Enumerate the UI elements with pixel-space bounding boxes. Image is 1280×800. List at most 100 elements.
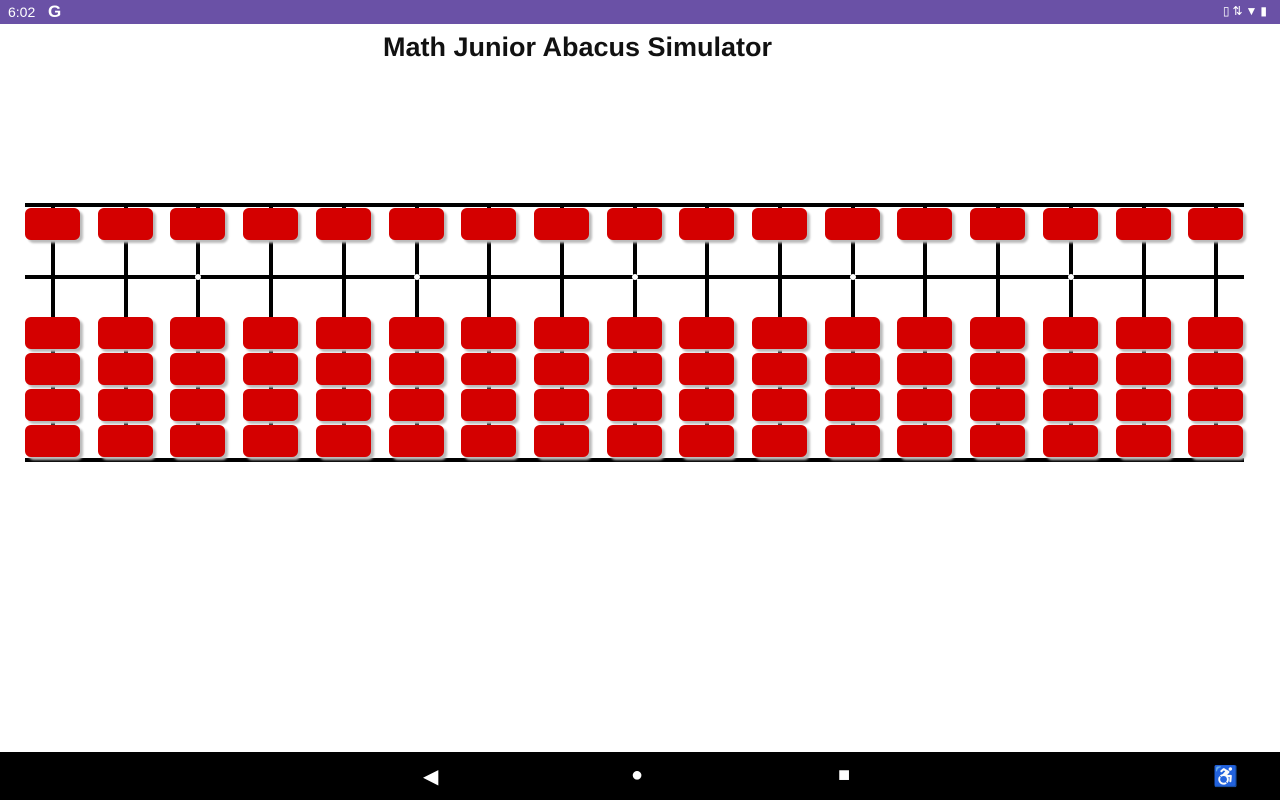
lower-bead[interactable] xyxy=(679,353,735,385)
lower-bead[interactable] xyxy=(1188,353,1244,385)
lower-bead[interactable] xyxy=(25,353,80,385)
upper-bead[interactable] xyxy=(1188,208,1244,240)
lower-bead[interactable] xyxy=(679,425,735,457)
marker-dot xyxy=(413,274,420,280)
lower-bead[interactable] xyxy=(388,353,444,385)
lower-bead[interactable] xyxy=(1188,317,1244,349)
upper-bead[interactable] xyxy=(824,208,880,240)
upper-bead[interactable] xyxy=(461,208,517,240)
upper-bead[interactable] xyxy=(1115,208,1171,240)
upper-bead[interactable] xyxy=(388,208,444,240)
upper-bead[interactable] xyxy=(170,208,226,240)
status-bar: 6:02 G ▯⇅▼▮ xyxy=(0,0,1280,24)
lower-bead[interactable] xyxy=(606,389,662,421)
lower-bead[interactable] xyxy=(970,425,1026,457)
lower-bead[interactable] xyxy=(388,389,444,421)
upper-bead[interactable] xyxy=(315,208,371,240)
recents-button[interactable]: ■ xyxy=(838,764,851,786)
lower-bead[interactable] xyxy=(388,317,444,349)
home-button[interactable]: ● xyxy=(631,764,644,786)
lower-bead[interactable] xyxy=(970,353,1026,385)
lower-bead[interactable] xyxy=(752,353,807,385)
lower-bead[interactable] xyxy=(1042,389,1098,421)
battery-icon: ▮ xyxy=(1260,4,1270,18)
lower-bead[interactable] xyxy=(170,317,226,349)
upper-bead[interactable] xyxy=(533,208,589,240)
upper-bead[interactable] xyxy=(897,208,953,240)
status-icons: ▯⇅▼▮ xyxy=(1223,4,1270,18)
lower-bead[interactable] xyxy=(970,317,1026,349)
lower-bead[interactable] xyxy=(1115,353,1171,385)
accessibility-button[interactable]: ♿ xyxy=(1213,766,1238,788)
lower-bead[interactable] xyxy=(1115,425,1171,457)
lower-bead[interactable] xyxy=(1188,425,1244,457)
upper-bead[interactable] xyxy=(970,208,1026,240)
lower-bead[interactable] xyxy=(315,389,371,421)
lower-bead[interactable] xyxy=(97,425,153,457)
lower-bead[interactable] xyxy=(679,317,735,349)
upper-bead[interactable] xyxy=(1042,208,1098,240)
lower-bead[interactable] xyxy=(388,425,444,457)
lower-bead[interactable] xyxy=(97,353,153,385)
lower-bead[interactable] xyxy=(461,389,517,421)
vibrate-icon: ▯ xyxy=(1222,4,1233,18)
lower-bead[interactable] xyxy=(824,389,880,421)
lower-bead[interactable] xyxy=(170,389,226,421)
lower-bead[interactable] xyxy=(533,353,589,385)
lower-bead[interactable] xyxy=(97,389,153,421)
lower-bead[interactable] xyxy=(824,317,880,349)
upper-bead[interactable] xyxy=(752,208,807,240)
lower-bead[interactable] xyxy=(606,353,662,385)
lower-bead[interactable] xyxy=(897,425,953,457)
lower-bead[interactable] xyxy=(606,317,662,349)
lower-bead[interactable] xyxy=(315,353,371,385)
lower-bead[interactable] xyxy=(897,389,953,421)
page-title: Math Junior Abacus Simulator xyxy=(383,32,773,62)
lower-bead[interactable] xyxy=(243,317,299,349)
lower-bead[interactable] xyxy=(243,425,299,457)
lower-bead[interactable] xyxy=(1188,389,1244,421)
lower-bead[interactable] xyxy=(752,389,807,421)
lower-bead[interactable] xyxy=(897,317,953,349)
lower-bead[interactable] xyxy=(897,353,953,385)
lower-bead[interactable] xyxy=(25,389,80,421)
lower-bead[interactable] xyxy=(315,317,371,349)
back-button[interactable]: ◀ xyxy=(423,766,439,788)
upper-bead[interactable] xyxy=(97,208,153,240)
lower-bead[interactable] xyxy=(970,389,1026,421)
lower-bead[interactable] xyxy=(461,353,517,385)
lower-bead[interactable] xyxy=(315,425,371,457)
lower-bead[interactable] xyxy=(1042,353,1098,385)
navigation-bar: ◀ ● ■ ♿ xyxy=(0,752,1280,800)
lower-bead[interactable] xyxy=(170,425,226,457)
upper-bead[interactable] xyxy=(243,208,299,240)
wifi-icon: ▼ xyxy=(1245,4,1261,18)
lower-bead[interactable] xyxy=(1042,425,1098,457)
marker-dot xyxy=(849,274,856,280)
upper-bead[interactable] xyxy=(679,208,735,240)
lower-bead[interactable] xyxy=(533,425,589,457)
lower-bead[interactable] xyxy=(752,425,807,457)
lower-bead[interactable] xyxy=(533,389,589,421)
lower-bead[interactable] xyxy=(97,317,153,349)
lower-bead[interactable] xyxy=(1115,317,1171,349)
lower-bead[interactable] xyxy=(461,317,517,349)
lower-bead[interactable] xyxy=(1115,389,1171,421)
lower-bead[interactable] xyxy=(461,425,517,457)
lower-bead[interactable] xyxy=(533,317,589,349)
lower-bead[interactable] xyxy=(1042,317,1098,349)
lower-bead[interactable] xyxy=(243,389,299,421)
lower-bead[interactable] xyxy=(824,425,880,457)
lower-bead[interactable] xyxy=(606,425,662,457)
lower-bead[interactable] xyxy=(25,317,80,349)
lower-bead[interactable] xyxy=(824,353,880,385)
lower-bead[interactable] xyxy=(752,317,807,349)
upper-bead[interactable] xyxy=(606,208,662,240)
lower-bead[interactable] xyxy=(679,389,735,421)
lower-bead[interactable] xyxy=(25,425,80,457)
lower-bead[interactable] xyxy=(243,353,299,385)
google-icon: G xyxy=(48,2,62,21)
lower-bead[interactable] xyxy=(170,353,226,385)
upper-bead[interactable] xyxy=(25,208,80,240)
